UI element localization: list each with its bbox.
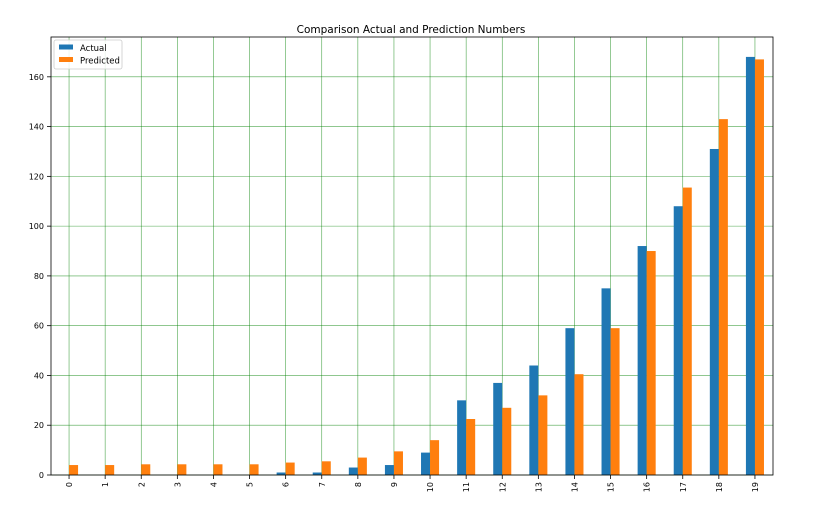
legend-label-actual: Actual <box>80 44 107 54</box>
bar-predicted-0 <box>69 465 79 475</box>
grid-layer <box>51 37 773 476</box>
y-tick-label: 140 <box>29 123 44 132</box>
x-tick-label: 5 <box>246 482 255 487</box>
y-tick-label: 0 <box>39 471 44 480</box>
bar-actual-16 <box>637 246 647 475</box>
x-tick-label: 0 <box>65 482 74 487</box>
x-tick-label: 17 <box>679 482 688 492</box>
bar-actual-7 <box>312 472 322 475</box>
x-tick-label: 13 <box>534 482 543 492</box>
x-tick-label: 12 <box>498 482 507 492</box>
bar-predicted-2 <box>141 464 151 475</box>
legend-swatch-actual <box>59 44 73 50</box>
bar-predicted-1 <box>105 465 115 475</box>
bar-actual-9 <box>384 465 394 475</box>
x-tick-label: 11 <box>462 482 471 492</box>
bar-predicted-15 <box>610 328 620 475</box>
x-tick-label: 14 <box>570 482 579 492</box>
bar-actual-19 <box>745 56 755 476</box>
plot-frame <box>50 36 774 476</box>
bar-actual-18 <box>709 148 719 475</box>
chart-title: Comparison Actual and Prediction Numbers <box>297 24 526 36</box>
y-tick-label: 40 <box>34 371 44 380</box>
x-tick-label: 6 <box>282 482 291 487</box>
bars-layer <box>69 56 764 476</box>
bar-predicted-3 <box>177 464 187 475</box>
x-tick-label: 4 <box>209 482 218 487</box>
bar-predicted-18 <box>718 119 728 475</box>
bar-predicted-14 <box>574 374 584 475</box>
x-tick-label: 10 <box>426 482 435 492</box>
bar-actual-14 <box>565 328 575 475</box>
bar-actual-6 <box>276 472 286 475</box>
bar-predicted-17 <box>682 187 692 475</box>
bar-predicted-11 <box>466 419 476 475</box>
x-tick-label: 3 <box>173 482 182 487</box>
y-tick-label: 160 <box>29 73 44 82</box>
x-tick-label: 16 <box>643 482 652 492</box>
bar-actual-13 <box>529 365 539 475</box>
bar-predicted-5 <box>249 464 259 475</box>
bar-actual-15 <box>601 288 611 475</box>
x-tick-label: 7 <box>318 482 327 487</box>
bar-predicted-10 <box>430 440 440 475</box>
x-tick-label: 2 <box>137 482 146 487</box>
bar-actual-11 <box>457 400 467 475</box>
bar-predicted-6 <box>285 462 295 475</box>
bar-actual-12 <box>493 382 503 475</box>
x-tick-label: 8 <box>354 482 363 487</box>
bar-actual-10 <box>421 452 431 475</box>
y-tick-label: 20 <box>34 421 44 430</box>
legend-swatch-predicted <box>59 57 73 62</box>
y-tick-label: 100 <box>29 222 44 231</box>
bar-predicted-19 <box>754 59 764 475</box>
y-tick-label: 60 <box>34 322 44 331</box>
bar-actual-8 <box>348 467 358 475</box>
bar-predicted-8 <box>357 457 367 475</box>
x-tick-label: 15 <box>607 482 616 492</box>
x-tick-label: 18 <box>715 482 724 492</box>
y-tick-label: 80 <box>34 272 44 281</box>
bar-predicted-9 <box>393 451 403 475</box>
bar-actual-17 <box>673 206 683 475</box>
legend-label-predicted: Predicted <box>80 57 120 67</box>
bar-predicted-4 <box>213 464 223 475</box>
y-tick-label: 120 <box>29 172 44 181</box>
bar-predicted-7 <box>321 461 331 475</box>
bar-predicted-16 <box>646 251 656 475</box>
bar-predicted-12 <box>502 407 512 475</box>
x-tick-label: 19 <box>751 482 760 492</box>
bar-predicted-13 <box>538 395 548 475</box>
x-tick-label: 9 <box>390 482 399 487</box>
legend: Actual Predicted <box>53 39 123 70</box>
x-tick-label: 1 <box>101 482 110 487</box>
